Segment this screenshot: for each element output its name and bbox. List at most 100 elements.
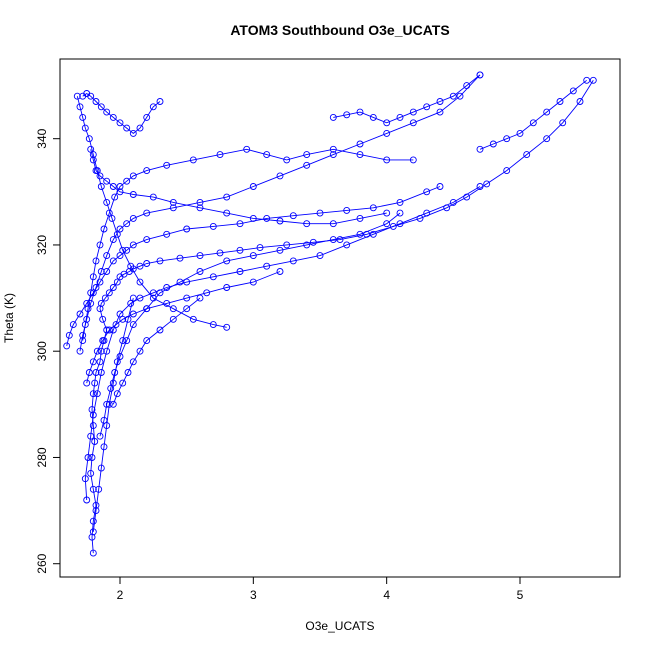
data-point (97, 347, 105, 355)
data-point (456, 92, 464, 100)
data-point (329, 145, 337, 153)
data-point (123, 124, 131, 132)
data-point (336, 236, 344, 244)
data-point (216, 151, 224, 159)
data-point (143, 260, 151, 267)
data-point (196, 204, 204, 212)
data-point (116, 353, 124, 360)
data-point (95, 485, 103, 493)
data-point (119, 315, 127, 323)
data-point (116, 119, 124, 127)
data-point (103, 252, 111, 260)
data-point (129, 172, 137, 180)
series-5 (73, 92, 231, 331)
data-point (100, 225, 108, 233)
data-point (87, 469, 95, 477)
series-line (79, 74, 481, 352)
data-point (356, 214, 364, 222)
data-point (116, 310, 124, 318)
data-point (236, 246, 244, 254)
data-point (263, 214, 271, 222)
series-line (76, 96, 227, 328)
data-point (89, 485, 97, 493)
series-12 (109, 294, 204, 408)
data-point (383, 129, 391, 137)
data-point (96, 241, 104, 249)
data-point (89, 289, 97, 297)
data-point (136, 294, 144, 302)
series-line (112, 297, 201, 405)
plot-frame (59, 58, 621, 578)
data-point (87, 92, 95, 100)
data-point (236, 268, 244, 275)
data-point (83, 379, 91, 387)
data-point (83, 299, 91, 307)
data-point (92, 257, 100, 265)
data-point (156, 257, 164, 265)
data-point (119, 337, 127, 345)
data-point (476, 145, 484, 153)
data-point (81, 124, 89, 132)
data-point (109, 284, 117, 291)
data-point (396, 209, 404, 217)
data-point (423, 103, 431, 111)
data-point (256, 244, 264, 252)
data-point (476, 183, 484, 190)
data-point (369, 204, 377, 212)
data-point (97, 183, 105, 190)
data-point (463, 82, 471, 90)
data-point (97, 268, 105, 275)
data-point (136, 262, 144, 270)
data-point (249, 278, 257, 286)
data-point (169, 204, 177, 212)
data-point (127, 262, 135, 270)
data-point (123, 246, 131, 254)
data-point (556, 98, 564, 105)
data-point (76, 103, 84, 111)
data-point (483, 180, 491, 188)
data-point (89, 273, 97, 281)
data-point (123, 337, 131, 345)
data-point (92, 284, 100, 291)
data-point (543, 108, 551, 116)
data-point (223, 284, 231, 291)
x-tick-label: 5 (517, 588, 524, 602)
data-point (383, 220, 391, 228)
data-point (111, 193, 119, 201)
data-layer (63, 71, 597, 557)
data-point (116, 188, 124, 196)
data-point (100, 443, 108, 451)
data-point (303, 220, 311, 228)
data-point (109, 183, 117, 190)
data-point (93, 390, 101, 398)
data-point (183, 294, 191, 302)
data-point (113, 278, 121, 286)
data-point (356, 108, 364, 116)
data-point (249, 214, 257, 222)
data-point (143, 113, 151, 121)
data-point (96, 278, 104, 286)
data-point (369, 113, 377, 121)
data-point (176, 254, 184, 262)
data-point (89, 358, 97, 366)
data-point (127, 299, 135, 307)
data-point (169, 198, 177, 206)
data-point (79, 337, 87, 345)
data-point (343, 111, 351, 119)
data-point (119, 379, 127, 387)
data-point (103, 268, 111, 275)
data-point (101, 294, 109, 302)
data-point (543, 135, 551, 143)
data-point (303, 241, 311, 249)
data-point (92, 369, 100, 376)
data-point (436, 98, 444, 105)
data-point (129, 358, 137, 366)
data-point (84, 454, 92, 461)
data-point (136, 347, 144, 355)
data-point (136, 278, 144, 286)
y-axis-label: Theta (K) (2, 293, 16, 343)
data-point (216, 249, 224, 257)
data-point (91, 438, 99, 445)
series-line (92, 297, 134, 532)
data-point (409, 108, 417, 116)
